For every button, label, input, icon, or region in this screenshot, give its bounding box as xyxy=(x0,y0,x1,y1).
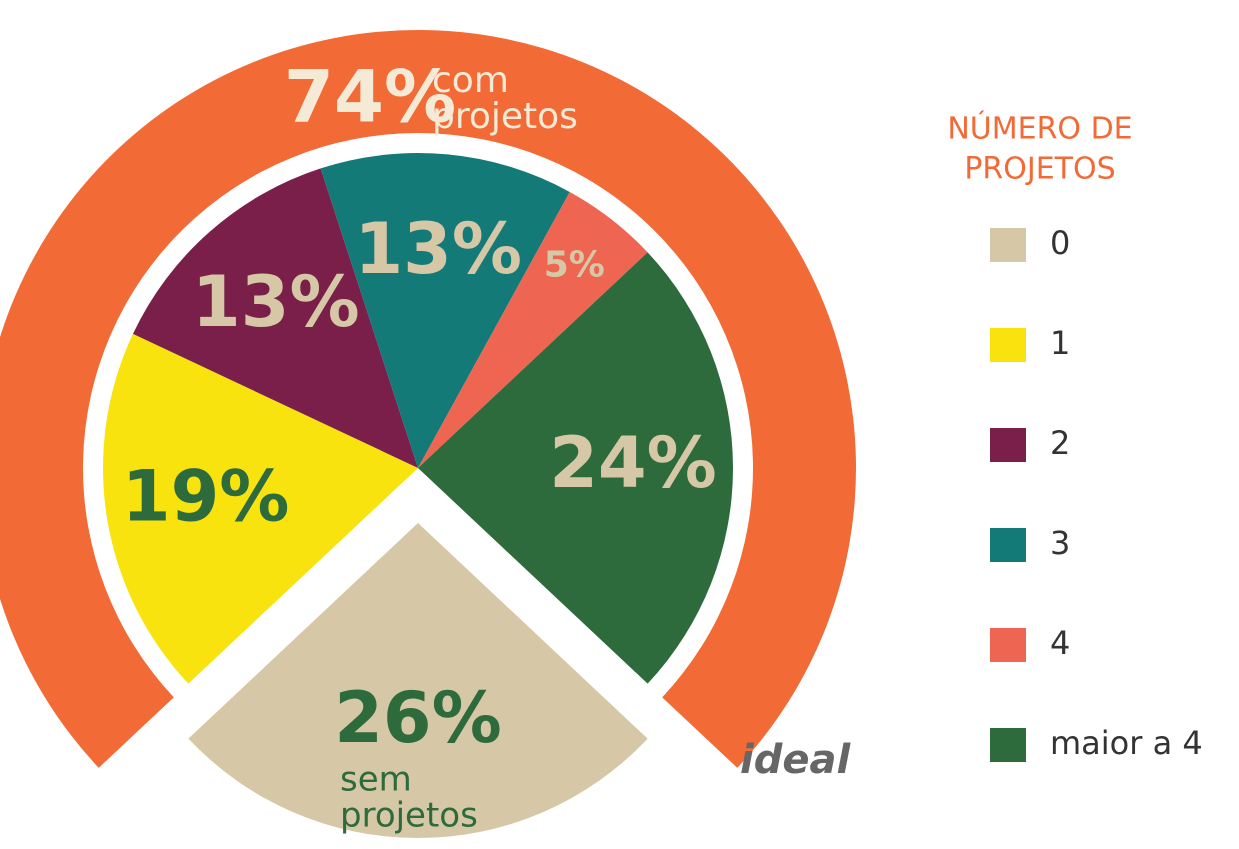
legend-swatch xyxy=(990,428,1026,462)
logo: ideal xyxy=(740,737,851,783)
legend-title: NÚMERO DE xyxy=(947,110,1132,147)
pie-slice xyxy=(320,153,570,469)
pie-slice xyxy=(132,168,418,469)
legend-label: 0 xyxy=(1050,224,1070,262)
slice-note: projetos xyxy=(340,796,478,836)
legend-swatch xyxy=(990,628,1026,662)
legend-label: maior a 4 xyxy=(1050,724,1203,762)
legend-title: PROJETOS xyxy=(964,152,1115,187)
slice-label: 19% xyxy=(122,456,290,538)
slice-note: sem xyxy=(340,760,412,800)
legend-label: 1 xyxy=(1050,324,1070,362)
pie-slice xyxy=(103,333,418,684)
legend-label: 3 xyxy=(1050,524,1070,562)
legend-swatch xyxy=(990,528,1026,562)
ring-label: 74% xyxy=(284,55,456,139)
slice-label: 13% xyxy=(192,261,360,343)
slice-label: 5% xyxy=(544,245,605,286)
pie-slice xyxy=(188,523,648,838)
slice-label: 24% xyxy=(549,422,717,504)
ring-text: com xyxy=(432,60,509,101)
legend-label: 2 xyxy=(1050,424,1070,462)
legend-swatch xyxy=(990,728,1026,762)
legend-label: 4 xyxy=(1050,624,1070,662)
legend-swatch xyxy=(990,228,1026,262)
legend-swatch xyxy=(990,328,1026,362)
ring-arc xyxy=(0,30,856,768)
slice-label: 26% xyxy=(334,677,502,759)
ring-text: projetos xyxy=(432,96,578,137)
pie-slice xyxy=(418,252,733,684)
pie-slice xyxy=(418,191,648,469)
slice-label: 13% xyxy=(354,208,522,290)
